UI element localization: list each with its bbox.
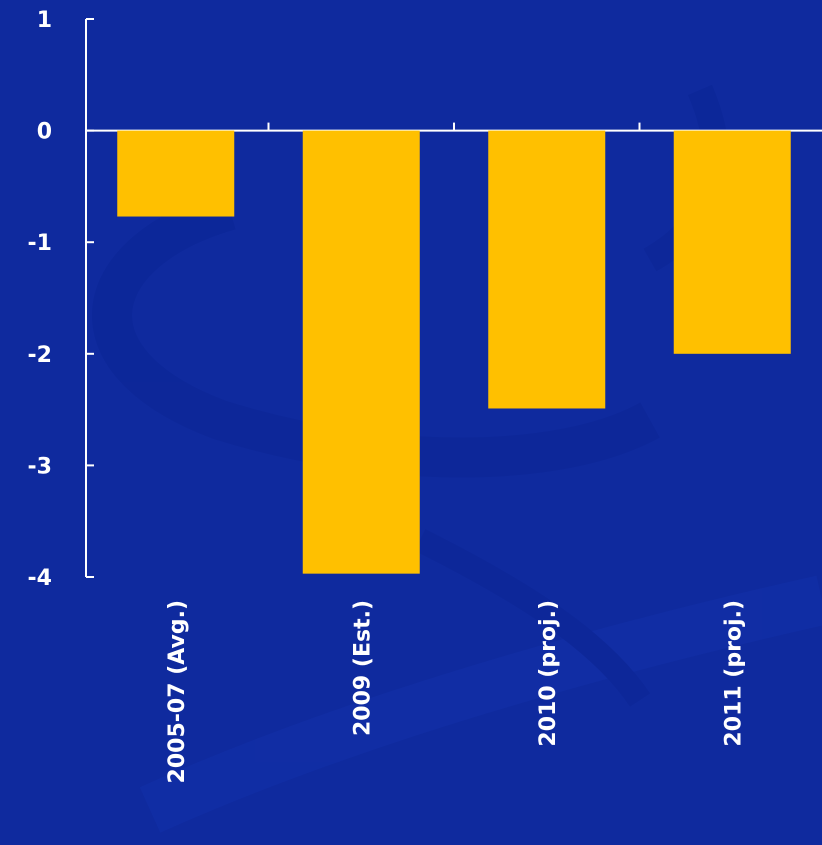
y-tick-label: -1 [28,231,52,256]
y-tick-label: 0 [37,120,52,145]
category-label: 2009 (Est.) [350,600,375,736]
y-tick-label: -4 [28,566,52,591]
background-swirl [92,84,822,833]
category-label: 2005-07 (Avg.) [165,600,190,783]
category-label: 2010 (proj.) [536,600,561,747]
y-tick-label: -3 [28,454,52,479]
bar [302,130,420,574]
category-label: 2011 (proj.) [721,600,746,747]
y-tick-label: -2 [28,343,52,368]
plot-area: 1 0 -1 -2 -3 -4 2005-07 (Avg.) 2009 (Est.) 2010 … [28,8,822,783]
bar [117,130,235,217]
y-tick-label: 1 [37,8,52,33]
bar [488,130,606,409]
bar [673,130,791,354]
